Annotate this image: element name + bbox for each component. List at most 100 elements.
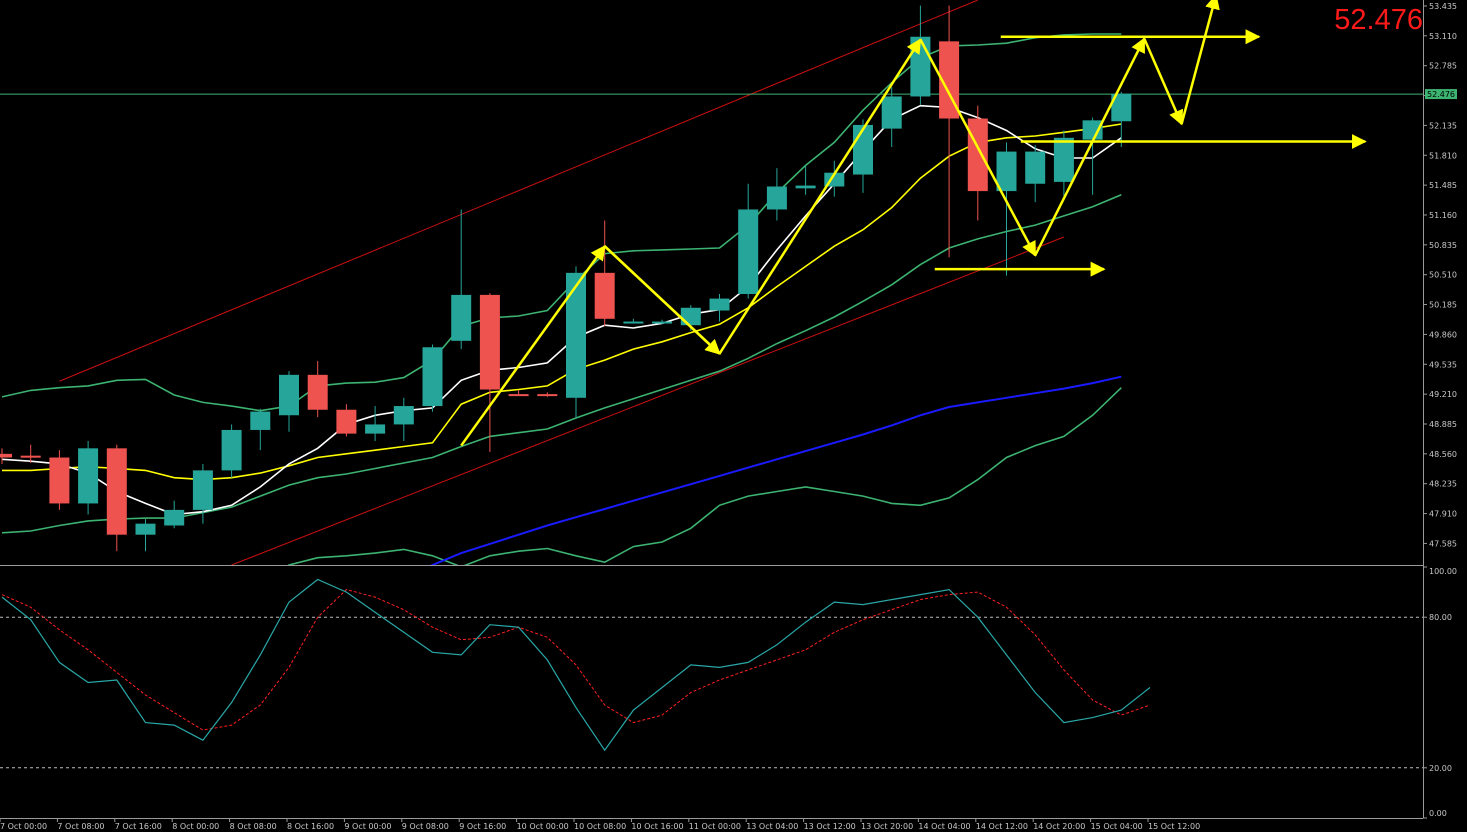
candle-body xyxy=(135,523,156,535)
candle-body xyxy=(508,394,529,397)
price-tick-label: 53.435 xyxy=(1429,2,1457,11)
bollinger-lower-line xyxy=(287,387,1122,565)
bollinger-upper-line xyxy=(1,33,1122,412)
candle xyxy=(164,500,185,529)
candle-body xyxy=(910,36,931,97)
time-tick-label: 7 Oct 16:00 xyxy=(115,822,162,831)
candle-body xyxy=(221,429,242,471)
candle-body xyxy=(336,409,357,434)
candle-body xyxy=(365,424,386,434)
candle-body xyxy=(250,411,271,430)
stochastic-tick-label: 20.00 xyxy=(1429,764,1452,773)
candle xyxy=(881,87,902,147)
price-tick-label: 49.860 xyxy=(1429,330,1457,339)
price-tick-label: 50.835 xyxy=(1429,241,1457,250)
slow-ma-line xyxy=(430,375,1122,565)
candle-body xyxy=(594,272,615,319)
price-tick-label: 47.585 xyxy=(1429,539,1457,548)
candle-body xyxy=(393,406,414,425)
time-tick-label: 14 Oct 20:00 xyxy=(1033,822,1085,831)
price-tick-label: 50.185 xyxy=(1429,301,1457,310)
candle xyxy=(49,450,70,510)
candle xyxy=(365,406,386,441)
stochastic-tick-label: 0.00 xyxy=(1429,809,1447,818)
time-tick-label: 11 Oct 00:00 xyxy=(689,822,741,831)
channel-lower-line xyxy=(231,236,1065,565)
stochastic-tick-label: 100.00 xyxy=(1429,567,1457,576)
candle-body xyxy=(566,272,586,398)
candle-body xyxy=(307,374,328,410)
time-tick-label: 15 Oct 04:00 xyxy=(1091,822,1143,831)
candle-body xyxy=(106,448,127,535)
price-tick-label: 51.160 xyxy=(1429,211,1457,220)
zigzag-arrow xyxy=(603,245,721,355)
time-tick-label: 13 Oct 12:00 xyxy=(804,822,856,831)
price-tick-label: 47.910 xyxy=(1429,510,1457,519)
candle-body xyxy=(479,294,500,390)
candle-body xyxy=(0,453,12,458)
zigzag-arrow xyxy=(919,38,1037,257)
time-tick-label: 9 Oct 16:00 xyxy=(459,822,506,831)
candle xyxy=(508,390,529,397)
zigzag-arrow xyxy=(718,38,922,355)
candle-body xyxy=(20,455,41,458)
candle xyxy=(709,293,730,322)
annotations xyxy=(460,0,1367,447)
candle-body xyxy=(192,470,213,510)
candle xyxy=(738,183,759,299)
time-tick-label: 13 Oct 20:00 xyxy=(861,822,913,831)
candle-body xyxy=(881,96,902,129)
candle-body xyxy=(738,209,759,294)
candle-body xyxy=(680,307,701,326)
stochastic-oscillator-pane xyxy=(0,578,1423,769)
price-tick-label: 49.535 xyxy=(1429,360,1457,369)
candle xyxy=(537,392,558,397)
price-tick-label: 51.810 xyxy=(1429,151,1457,160)
time-tick-label: 10 Oct 16:00 xyxy=(631,822,683,831)
candle-body xyxy=(78,448,99,504)
time-tick-label: 14 Oct 04:00 xyxy=(918,822,970,831)
stochastic-signal-line xyxy=(1,589,1151,731)
candle xyxy=(192,463,213,524)
zigzag-arrow xyxy=(1180,0,1220,125)
candle xyxy=(78,440,99,515)
candle xyxy=(393,397,414,441)
time-tick-label: 10 Oct 08:00 xyxy=(574,822,626,831)
candle-body xyxy=(795,185,816,189)
price-tick-label: 48.560 xyxy=(1429,450,1457,459)
candle xyxy=(451,209,472,350)
candle-body xyxy=(766,186,787,210)
candle-body xyxy=(164,509,185,526)
time-tick-label: 7 Oct 08:00 xyxy=(57,822,104,831)
candle xyxy=(623,318,644,324)
time-tick-label: 9 Oct 08:00 xyxy=(402,822,449,831)
time-tick-label: 9 Oct 00:00 xyxy=(344,822,391,831)
candle-body xyxy=(853,124,873,175)
candle-body xyxy=(623,321,644,324)
price-tick-label: 50.510 xyxy=(1429,271,1457,280)
time-tick-label: 15 Oct 12:00 xyxy=(1148,822,1200,831)
zigzag-arrow xyxy=(460,244,606,447)
price-tick-label: 52.785 xyxy=(1429,62,1457,71)
candle xyxy=(1111,91,1132,147)
time-tick-label: 13 Oct 04:00 xyxy=(746,822,798,831)
candle-body xyxy=(1082,120,1103,140)
stochastic-tick-label: 80.00 xyxy=(1429,613,1452,622)
candle xyxy=(422,344,443,412)
zigzag-arrow xyxy=(1143,38,1184,126)
price-tick-label: 48.885 xyxy=(1429,420,1457,429)
candle xyxy=(795,165,816,195)
candle-body xyxy=(422,347,443,407)
bollinger-middle-line xyxy=(1,194,1122,534)
stochastic-main-line xyxy=(1,578,1151,752)
candle xyxy=(1082,117,1103,195)
candle xyxy=(250,408,271,451)
time-tick-label: 14 Oct 12:00 xyxy=(976,822,1028,831)
channel-upper-line xyxy=(59,0,978,382)
candle-body xyxy=(451,294,472,341)
time-tick-label: 8 Oct 00:00 xyxy=(172,822,219,831)
candle-body xyxy=(709,298,730,311)
candle xyxy=(594,220,615,327)
